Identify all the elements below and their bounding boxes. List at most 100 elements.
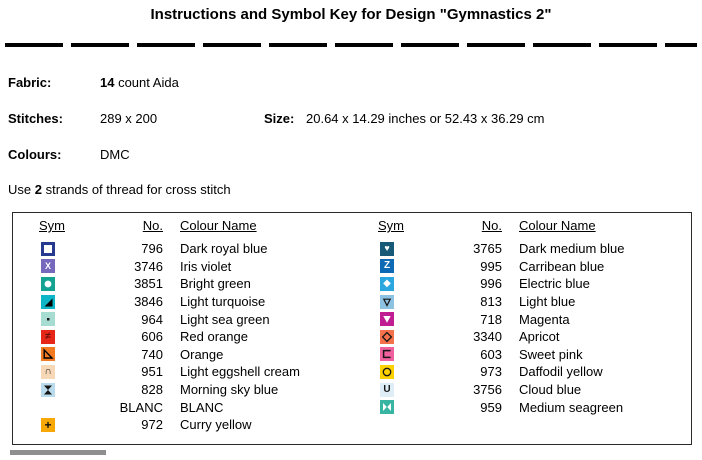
key-row: 3851 Bright green [13,275,352,293]
header-sym: Sym [39,218,65,233]
key-row: ♥ 3765 Dark medium blue [352,240,691,258]
header-no: No. [142,218,163,233]
colour-number: 3846 [134,294,163,310]
colour-number: 3851 [134,276,163,292]
colour-name: Daffodil yellow [519,364,603,380]
colour-number: 951 [141,364,163,380]
colour-number: 813 [480,294,502,310]
header-no: No. [481,218,502,233]
key-table-header: Sym No. Colour Name [352,218,691,236]
small-dot-symbol [41,312,55,327]
colour-name: Apricot [519,329,560,345]
page-title: Instructions and Symbol Key for Design "… [150,6,552,23]
key-table-right-column: Sym No. Colour Name ♥ 3765 Dark medium blu… [352,213,691,444]
colour-name: Sweet pink [519,346,583,362]
key-table-header: Sym No. Colour Name [13,218,352,236]
key-row: U 3756 Cloud blue [352,381,691,399]
colour-name: Dark royal blue [180,241,268,257]
triangle-down-outline-symbol [380,294,394,309]
plus-symbol: + [41,417,55,432]
key-rows-left: 796 Dark royal blue X 3746 Iris violet 3851 Br… [13,240,352,434]
open-square-symbol [380,347,394,362]
heart-symbol: ♥ [380,241,394,256]
colour-number: 603 [480,346,502,362]
colour-name: Light sea green [180,311,270,327]
size-value: 20.64 x 14.29 inches or 52.43 x 36.29 cm [306,111,545,126]
colour-name: Light blue [519,294,576,310]
key-row: Z 995 Carribean blue [352,258,691,276]
colour-number: 996 [480,276,502,292]
colour-number: 3765 [473,241,502,257]
colour-number: 3756 [473,382,502,398]
colour-number: 3746 [134,258,163,274]
colour-name: Bright green [180,276,251,292]
colour-number: 995 [480,258,502,274]
key-row: 603 Sweet pink [352,346,691,364]
diamond-outline-symbol [380,329,394,344]
strands-count: 2 [34,182,42,197]
circle-outline-symbol [380,364,394,379]
hourglass-symbol [41,382,55,397]
colour-number: 796 [141,241,163,257]
colour-number: 964 [141,311,163,327]
fabric-count: 14 [100,75,115,90]
white-disc-symbol [41,276,55,291]
colour-name: Orange [180,346,224,362]
u-symbol: U [380,382,394,397]
key-row: 796 Dark royal blue [13,240,352,258]
key-row: BLANC BLANC [13,398,352,416]
strands-suffix: strands of thread for cross stitch [41,182,231,197]
blank-symbol [41,400,55,415]
diamond-filled-symbol: ◆ [380,276,394,291]
key-row: 740 Orange [13,346,352,364]
z-symbol: Z [380,259,394,274]
bowtie-symbol [380,400,394,415]
strands-prefix: Use [8,182,35,197]
triangle-down-filled-symbol [380,312,394,327]
colour-number: 959 [480,399,502,415]
key-row: 973 Daffodil yellow [352,363,691,381]
fabric-value: 14 count Aida [100,75,179,90]
colour-number: 972 [141,417,163,433]
key-row: 813 Light blue [352,293,691,311]
strands-instruction: Use 2 strands of thread for cross stitch [8,182,231,197]
colour-name: Light turquoise [180,294,266,310]
symbol-key-table: Sym No. Colour Name 796 Dark royal blue X 3… [12,212,692,445]
colour-name: Magenta [519,311,570,327]
colour-name: BLANC [180,399,224,415]
fabric-label: Fabric: [8,75,52,90]
colour-name: Red orange [180,329,248,345]
colour-number: 606 [141,329,163,345]
key-row: 3846 Light turquoise [13,293,352,311]
colour-name: Iris violet [180,258,232,274]
key-row: 959 Medium seagreen [352,398,691,416]
arc-symbol: ∩ [41,364,55,379]
key-row: ◆ 996 Electric blue [352,275,691,293]
colour-number: 973 [480,364,502,380]
colour-number: 740 [141,346,163,362]
key-row: X 3746 Iris violet [13,258,352,276]
square-outline-symbol [41,241,55,256]
key-rows-right: ♥ 3765 Dark medium blue Z 995 Carribean blue ◆… [352,240,691,416]
colour-name: Dark medium blue [519,241,625,257]
size-label: Size: [264,111,295,126]
header-colour-name: Colour Name [180,218,257,233]
key-row: ≠ 606 Red orange [13,328,352,346]
key-table-left-column: Sym No. Colour Name 796 Dark royal blue X 3… [13,213,352,444]
colour-number: BLANC [119,399,163,415]
colour-name: Carribean blue [519,258,605,274]
colour-number: 828 [141,382,163,398]
key-row: +972 Curry yellow [13,416,352,434]
triangle-bottom-right-symbol [41,294,55,309]
divider-line [5,43,697,47]
colour-name: Cloud blue [519,382,582,398]
colour-name: Medium seagreen [519,399,624,415]
header-colour-name: Colour Name [519,218,596,233]
colours-label: Colours: [8,147,62,162]
key-row: 828 Morning sky blue [13,381,352,399]
key-row: 3340 Apricot [352,328,691,346]
page-edge-artifact [10,450,106,455]
colour-number: 3340 [473,329,502,345]
colour-name: Electric blue [519,276,590,292]
